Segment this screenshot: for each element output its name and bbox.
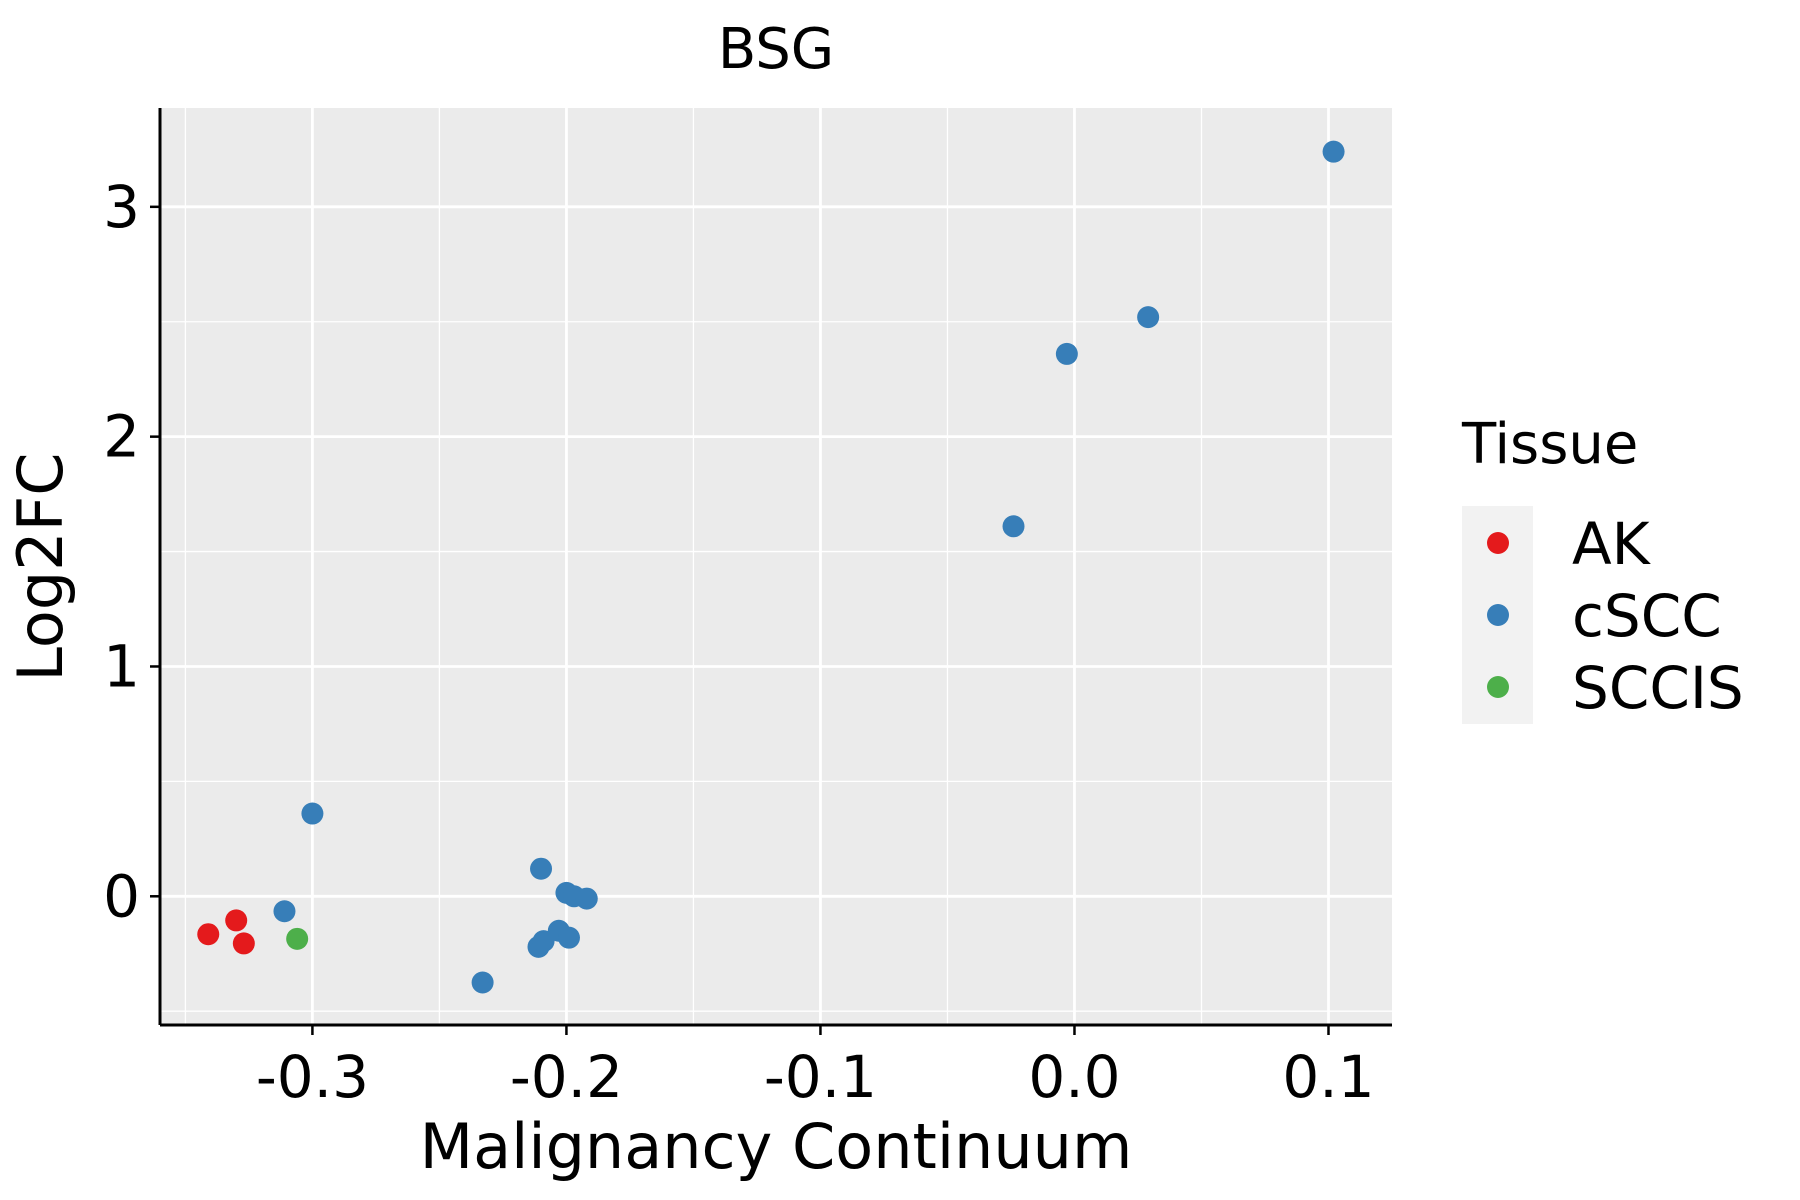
legend-label-ak: AK [1572, 510, 1652, 578]
data-points [197, 140, 1345, 994]
minor-gridlines [160, 108, 1392, 1025]
data-point-cscc [1322, 140, 1345, 163]
y-axis-title: Log2FC [4, 452, 77, 681]
data-point-cscc [575, 887, 598, 910]
data-point-cscc [273, 900, 296, 923]
legend-label-cscc: cSCC [1572, 582, 1722, 650]
legend-label-sccis: SCCIS [1572, 654, 1744, 722]
data-point-cscc [557, 926, 580, 949]
x-tick-label: -0.3 [256, 1043, 369, 1111]
x-tick-label: 0.1 [1282, 1043, 1374, 1111]
x-axis-title: Malignancy Continuum [420, 1110, 1133, 1183]
data-point-cscc [530, 857, 553, 880]
y-axis-ticks: 0 1 2 3 [103, 173, 160, 930]
data-point-ak [232, 932, 255, 955]
x-tick-label: -0.1 [764, 1043, 877, 1111]
major-gridlines [160, 108, 1392, 1025]
x-axis-ticks: -0.3 -0.2 -0.1 0.0 0.1 [256, 1025, 1375, 1111]
data-point-cscc [471, 971, 494, 994]
data-point-cscc [1137, 306, 1160, 329]
legend-title: Tissue [1461, 412, 1638, 477]
data-point-cscc [1002, 515, 1025, 538]
legend-key-sccis [1487, 676, 1509, 698]
y-tick-label: 2 [103, 403, 140, 471]
x-tick-label: 0.0 [1028, 1043, 1120, 1111]
data-point-ak [225, 909, 248, 932]
data-point-cscc [1055, 342, 1078, 365]
data-point-ak [197, 923, 220, 946]
plot-panel [160, 108, 1392, 1025]
y-tick-label: 3 [103, 173, 140, 241]
legend-key-cscc [1487, 604, 1509, 626]
y-tick-label: 1 [103, 632, 140, 700]
data-point-cscc [301, 802, 324, 825]
data-point-sccis [286, 927, 309, 950]
y-tick-label: 0 [103, 862, 140, 930]
x-tick-label: -0.2 [510, 1043, 623, 1111]
legend-key-ak [1487, 532, 1509, 554]
chart-title: BSG [718, 17, 834, 82]
